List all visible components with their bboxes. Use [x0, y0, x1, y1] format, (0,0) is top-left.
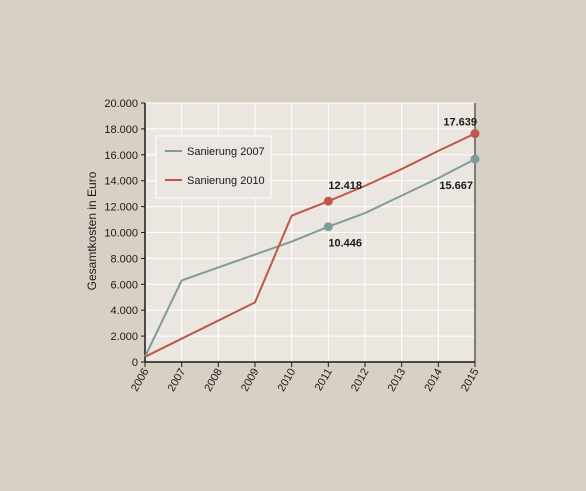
series-line: [144, 132, 476, 358]
data-point-marker: [323, 222, 333, 232]
y-tick-label: 20.000: [104, 98, 138, 110]
x-tick-label: 2006: [129, 367, 152, 394]
data-label: 17.639: [443, 117, 477, 129]
data-label: 12.418: [328, 180, 362, 192]
x-tick-label: 2015: [459, 367, 482, 394]
legend-label: Sanierung 2007: [187, 146, 265, 158]
y-axis-title: Gesamtkosten in Euro: [85, 171, 99, 290]
x-tick-label: 2010: [276, 367, 299, 394]
x-tick-label: 2007: [166, 367, 189, 394]
x-tick-label: 2008: [202, 367, 225, 394]
series-line: [144, 158, 476, 358]
series-lines: [144, 132, 476, 358]
data-point-marker: [323, 196, 333, 206]
y-tick-label: 10.000: [104, 228, 138, 240]
legend: Sanierung 2007 Sanierung 2010: [155, 135, 272, 199]
y-tick-label: 12.000: [104, 202, 138, 214]
y-tick-label: 0: [132, 357, 138, 369]
y-tick-label: 2.000: [110, 331, 138, 343]
y-tick-label: 14.000: [104, 176, 138, 188]
data-point-marker: [470, 154, 480, 164]
data-label: 10.446: [328, 238, 362, 250]
y-tick-label: 8.000: [110, 253, 138, 265]
highlight-markers: 10.446 15.667 12.418 17.639: [323, 117, 480, 250]
x-tick-label: 2014: [422, 367, 445, 394]
x-tick-label: 2011: [313, 367, 335, 393]
legend-label: Sanierung 2010: [187, 175, 265, 187]
legend-box: [155, 135, 272, 199]
y-tick-label: 18.000: [104, 124, 138, 136]
y-tick-label: 16.000: [104, 150, 138, 162]
y-tick-label: 6.000: [110, 279, 138, 291]
x-tick-label: 2012: [349, 367, 372, 394]
x-tick-label: 2009: [239, 367, 262, 394]
y-tick-label: 4.000: [110, 305, 138, 317]
x-tick-label: 2013: [386, 367, 409, 394]
data-label: 15.667: [439, 180, 473, 192]
data-point-marker: [470, 129, 480, 139]
